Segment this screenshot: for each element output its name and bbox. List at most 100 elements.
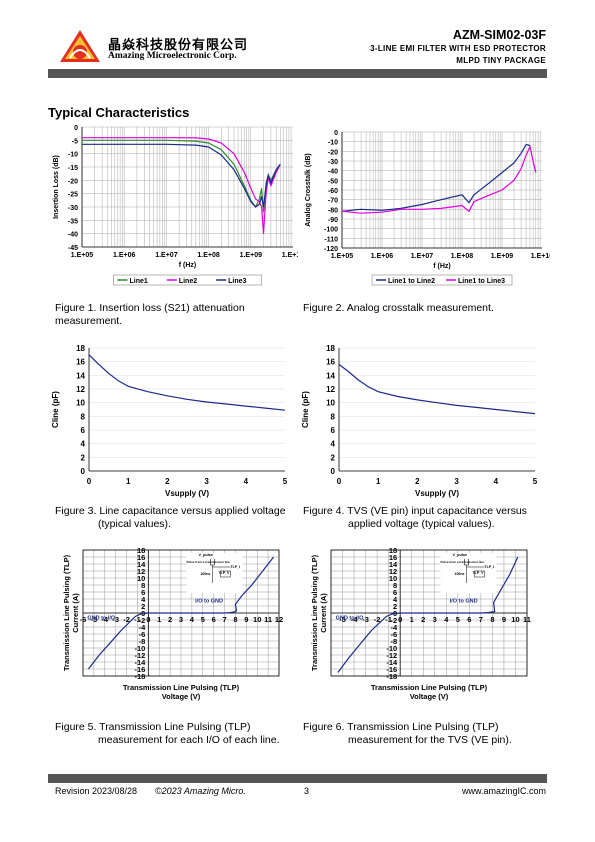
y-tick-label: -14 <box>134 658 146 667</box>
crosstalk-chart: 1.E+05 1.E+06 1.E+07 1.E+08 1.E+09 1.E+10 0 -10… <box>305 130 550 286</box>
y-tick-label: -18 <box>386 672 397 681</box>
x-tick-label: 1 <box>157 615 161 624</box>
x-tick-label: 0 <box>337 477 342 486</box>
y-tick-label: 16 <box>137 553 145 562</box>
copyright: ©2023 Amazing Micro. <box>155 786 246 796</box>
y-tick-label: -40 <box>328 169 338 176</box>
y-tick-label: 16 <box>326 358 335 367</box>
annotation-io-to-gnd: I/O to GND <box>195 599 223 605</box>
legend-label: Line1 to Line2 <box>388 278 435 285</box>
x-tick-label: 1.E+05 <box>71 252 93 259</box>
x-tick-label: -5 <box>91 615 98 624</box>
x-axis-label: f (Hz) <box>433 263 451 270</box>
y-tick-label: 4 <box>331 440 336 449</box>
y-tick-label: 0 <box>334 130 338 137</box>
legend-box <box>113 274 262 286</box>
inset-pulse-desc: Pulse from a transmission line <box>186 560 230 564</box>
y-tick-label: 4 <box>81 440 86 449</box>
series-line <box>341 143 531 212</box>
figure-2-caption: Figure 2. Analog crosstalk measurement. <box>303 302 494 314</box>
x-tick-label: 8 <box>233 615 237 624</box>
y-tick-label: -50 <box>328 178 338 185</box>
x-tick-label: 3 <box>204 477 209 486</box>
y-tick-label: -20 <box>68 178 78 185</box>
y-tick-label: 14 <box>389 560 398 569</box>
x-axis-label: Vsupply (V) <box>165 489 209 498</box>
tlp-tvs-chart: -5 -4 -3 -2 -1 0 1 2 3 4 5 6 7 8 9 10 11181614121086420-… <box>310 546 531 701</box>
y-tick-label: 2 <box>331 453 336 462</box>
x-tick-label: 3 <box>179 615 183 624</box>
inset-tlp-v: TLP_V <box>473 571 485 575</box>
page-number: 3 <box>304 786 310 796</box>
x-tick-label: 0 <box>398 615 402 624</box>
y-tick-label: -8 <box>139 637 146 646</box>
y-tick-label: -30 <box>328 159 338 166</box>
series-line <box>82 143 281 208</box>
y-tick-label: 0 <box>74 125 78 132</box>
x-axis-label: Transmission Line Pulsing (TLP) <box>371 683 488 692</box>
company-name-en: Amazing Microelectronic Corp. <box>108 51 237 61</box>
y-tick-label: -14 <box>386 658 398 667</box>
website-link[interactable]: www.amazingIC.com <box>461 786 546 796</box>
annotation-io-to-gnd: I/O to GND <box>450 599 478 605</box>
y-tick-label: 0 <box>81 467 86 476</box>
x-tick-label: 4 <box>190 615 195 624</box>
y-tick-label: -25 <box>68 192 78 199</box>
x-axis-label: f (Hz) <box>179 262 197 269</box>
package-description: MLPD TINY PACKAGE <box>456 56 546 65</box>
y-tick-label: 2 <box>81 453 86 462</box>
y-tick-label: -90 <box>328 217 338 224</box>
x-tick-label: 5 <box>533 477 538 486</box>
y-tick-label: -110 <box>324 236 338 243</box>
x-tick-label: 7 <box>479 615 483 624</box>
y-tick-label: -15 <box>68 165 78 172</box>
y-tick-label: -120 <box>324 246 338 253</box>
y-tick-label: -10 <box>134 644 145 653</box>
y-tick-label: 8 <box>81 412 86 421</box>
y-tick-label: -4 <box>391 623 398 632</box>
y-tick-label: -5 <box>72 138 78 145</box>
y-tick-label: 16 <box>389 553 397 562</box>
x-axis-label: Vsupply (V) <box>415 489 459 498</box>
figure-4-caption: Figure 4. TVS (VE pin) input capacitance… <box>303 505 527 530</box>
y-tick-label: 4 <box>141 595 146 604</box>
series-line <box>337 612 401 673</box>
y-tick-label: -12 <box>134 651 145 660</box>
x-tick-label: 1.E+07 <box>411 253 433 260</box>
y-tick-label: 12 <box>326 385 335 394</box>
x-tick-label: 3 <box>433 615 437 624</box>
y-tick-label: -6 <box>139 630 146 639</box>
x-tick-label: 5 <box>456 615 460 624</box>
insertion-loss-chart: 1.E+05 1.E+06 1.E+07 1.E+08 1.E+09 1.E+10 0 -5 -… <box>53 125 298 286</box>
y-tick-label: 18 <box>389 546 397 555</box>
x-tick-label: 8 <box>490 615 494 624</box>
x-tick-label: 1.E+06 <box>371 253 393 260</box>
x-tick-label: -6 <box>80 615 87 624</box>
x-tick-label: -4 <box>351 615 358 624</box>
x-tick-label: 1.E+08 <box>451 253 473 260</box>
x-tick-label: 1.E+10 <box>531 253 550 260</box>
y-tick-label: 4 <box>393 595 398 604</box>
inset-pulse-desc: Pulse from a transmission line <box>441 560 485 564</box>
y-tick-label: 6 <box>393 588 397 597</box>
annotation-gnd-to-io: GND to I/O <box>87 615 116 621</box>
footer-divider <box>48 774 547 783</box>
y-tick-label: 6 <box>331 426 336 435</box>
x-tick-label: 6 <box>467 615 471 624</box>
part-number: AZM-SIM02-03F <box>452 28 546 42</box>
y-tick-label: 14 <box>137 560 146 569</box>
figure-1-caption: Figure 1. Insertion loss (S21) attenuati… <box>55 302 245 327</box>
y-tick-label: -35 <box>68 218 78 225</box>
inset-tlp-i: TLP_I <box>230 565 240 569</box>
series-line <box>88 354 286 411</box>
x-tick-label: -2 <box>374 615 381 624</box>
y-tick-label: -2 <box>391 616 398 625</box>
x-tick-label: 1.E+10 <box>282 252 298 259</box>
legend-label: Line1 to Line3 <box>458 278 505 285</box>
x-tick-label: -3 <box>112 615 119 624</box>
x-tick-label: 3 <box>454 477 459 486</box>
y-tick-label: -20 <box>328 149 338 156</box>
y-tick-label: -16 <box>386 665 397 674</box>
x-tick-label: 2 <box>168 615 172 624</box>
